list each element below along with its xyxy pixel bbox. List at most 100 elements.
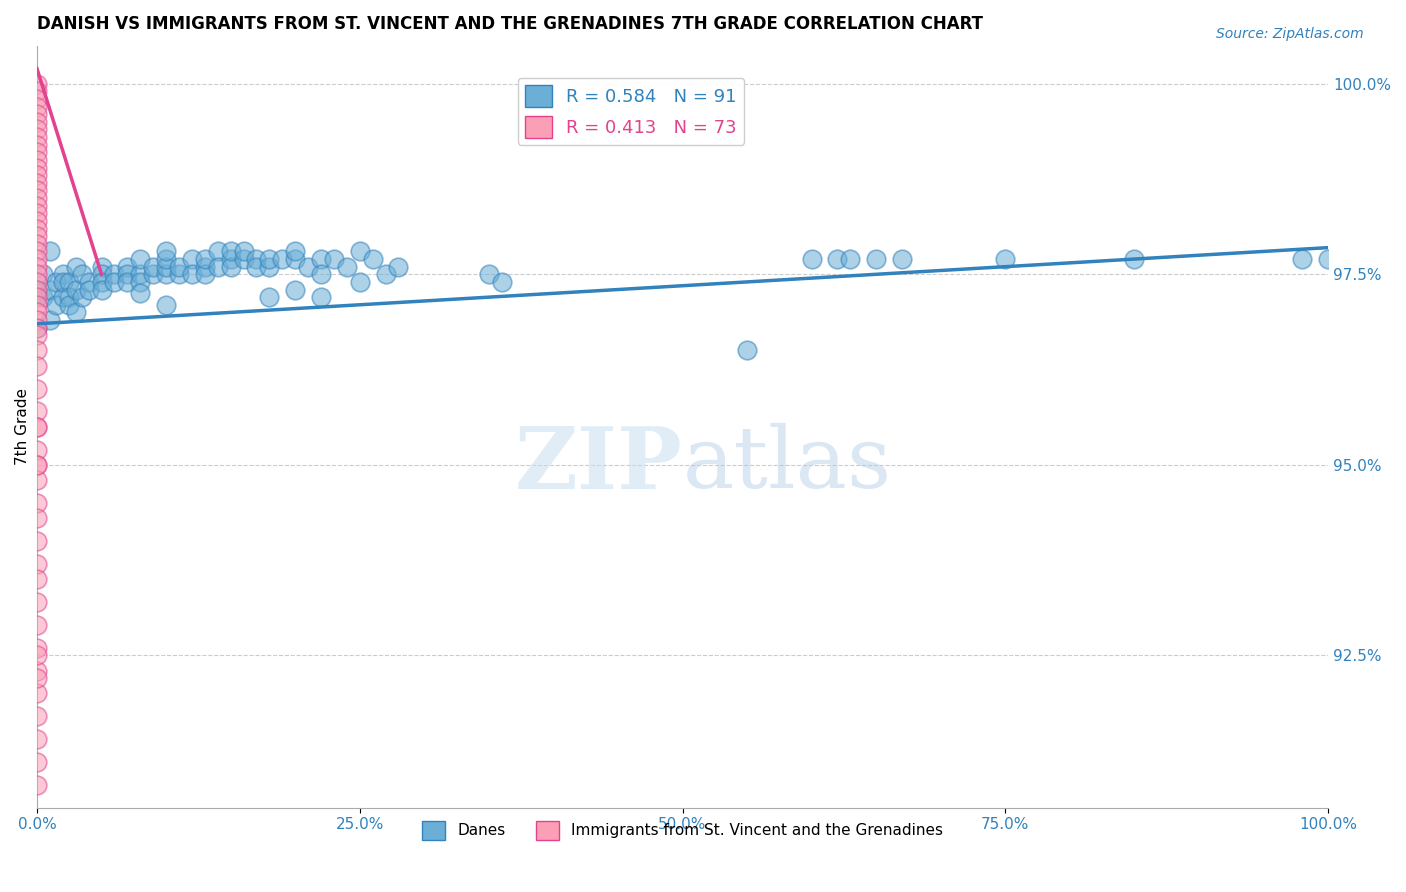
Point [129, 252, 152, 266]
Point [25, 260, 48, 274]
Point [25, 382, 48, 396]
Point [25, 244, 48, 259]
Point [309, 252, 332, 266]
Point [25, 404, 48, 418]
Point [25, 191, 48, 205]
Point [103, 275, 125, 289]
Point [284, 244, 307, 259]
Point [194, 268, 217, 282]
Text: ZIP: ZIP [515, 423, 682, 507]
Point [25, 252, 48, 266]
Point [735, 343, 758, 358]
Point [25, 755, 48, 769]
Point [25, 122, 48, 136]
Point [70, 290, 93, 304]
Point [25, 199, 48, 213]
Point [491, 275, 513, 289]
Point [180, 268, 202, 282]
Point [45, 298, 67, 312]
Point [65, 305, 87, 319]
Point [336, 260, 359, 274]
Point [25, 236, 48, 251]
Point [207, 260, 229, 274]
Point [25, 298, 48, 312]
Point [349, 275, 371, 289]
Point [25, 176, 48, 190]
Point [361, 252, 384, 266]
Point [25, 92, 48, 106]
Point [25, 557, 48, 571]
Point [25, 511, 48, 525]
Point [245, 260, 267, 274]
Point [349, 244, 371, 259]
Point [25, 206, 48, 220]
Point [180, 252, 202, 266]
Point [865, 252, 887, 266]
Point [25, 534, 48, 549]
Point [25, 343, 48, 358]
Point [25, 664, 48, 678]
Point [155, 244, 177, 259]
Point [309, 268, 332, 282]
Point [25, 359, 48, 373]
Point [25, 595, 48, 609]
Point [32, 268, 55, 282]
Point [25, 640, 48, 655]
Point [259, 260, 281, 274]
Point [65, 260, 87, 274]
Point [25, 130, 48, 145]
Point [25, 84, 48, 98]
Point [1123, 252, 1146, 266]
Point [259, 290, 281, 304]
Point [25, 290, 48, 304]
Point [219, 244, 242, 259]
Point [25, 283, 48, 297]
Point [58, 275, 80, 289]
Point [129, 275, 152, 289]
Point [25, 305, 48, 319]
Point [25, 313, 48, 327]
Point [25, 286, 48, 301]
Point [387, 260, 409, 274]
Point [32, 290, 55, 304]
Point [25, 648, 48, 663]
Point [259, 252, 281, 266]
Point [25, 496, 48, 510]
Point [219, 252, 242, 266]
Point [25, 572, 48, 586]
Point [58, 290, 80, 304]
Point [25, 320, 48, 334]
Point [25, 686, 48, 700]
Point [167, 260, 190, 274]
Point [284, 283, 307, 297]
Point [800, 252, 823, 266]
Point [38, 244, 60, 259]
Point [25, 214, 48, 228]
Point [142, 268, 165, 282]
Point [322, 252, 344, 266]
Point [25, 100, 48, 114]
Point [232, 252, 254, 266]
Point [25, 145, 48, 160]
Point [155, 268, 177, 282]
Point [25, 618, 48, 632]
Point [129, 268, 152, 282]
Point [25, 161, 48, 175]
Point [38, 313, 60, 327]
Point [142, 260, 165, 274]
Point [90, 260, 112, 274]
Point [25, 107, 48, 121]
Point [117, 275, 139, 289]
Point [25, 458, 48, 472]
Point [155, 260, 177, 274]
Point [25, 229, 48, 244]
Point [25, 709, 48, 723]
Point [309, 290, 332, 304]
Point [25, 419, 48, 434]
Point [25, 184, 48, 198]
Point [994, 252, 1017, 266]
Point [891, 252, 914, 266]
Point [25, 137, 48, 152]
Y-axis label: 7th Grade: 7th Grade [15, 388, 30, 466]
Point [65, 283, 87, 297]
